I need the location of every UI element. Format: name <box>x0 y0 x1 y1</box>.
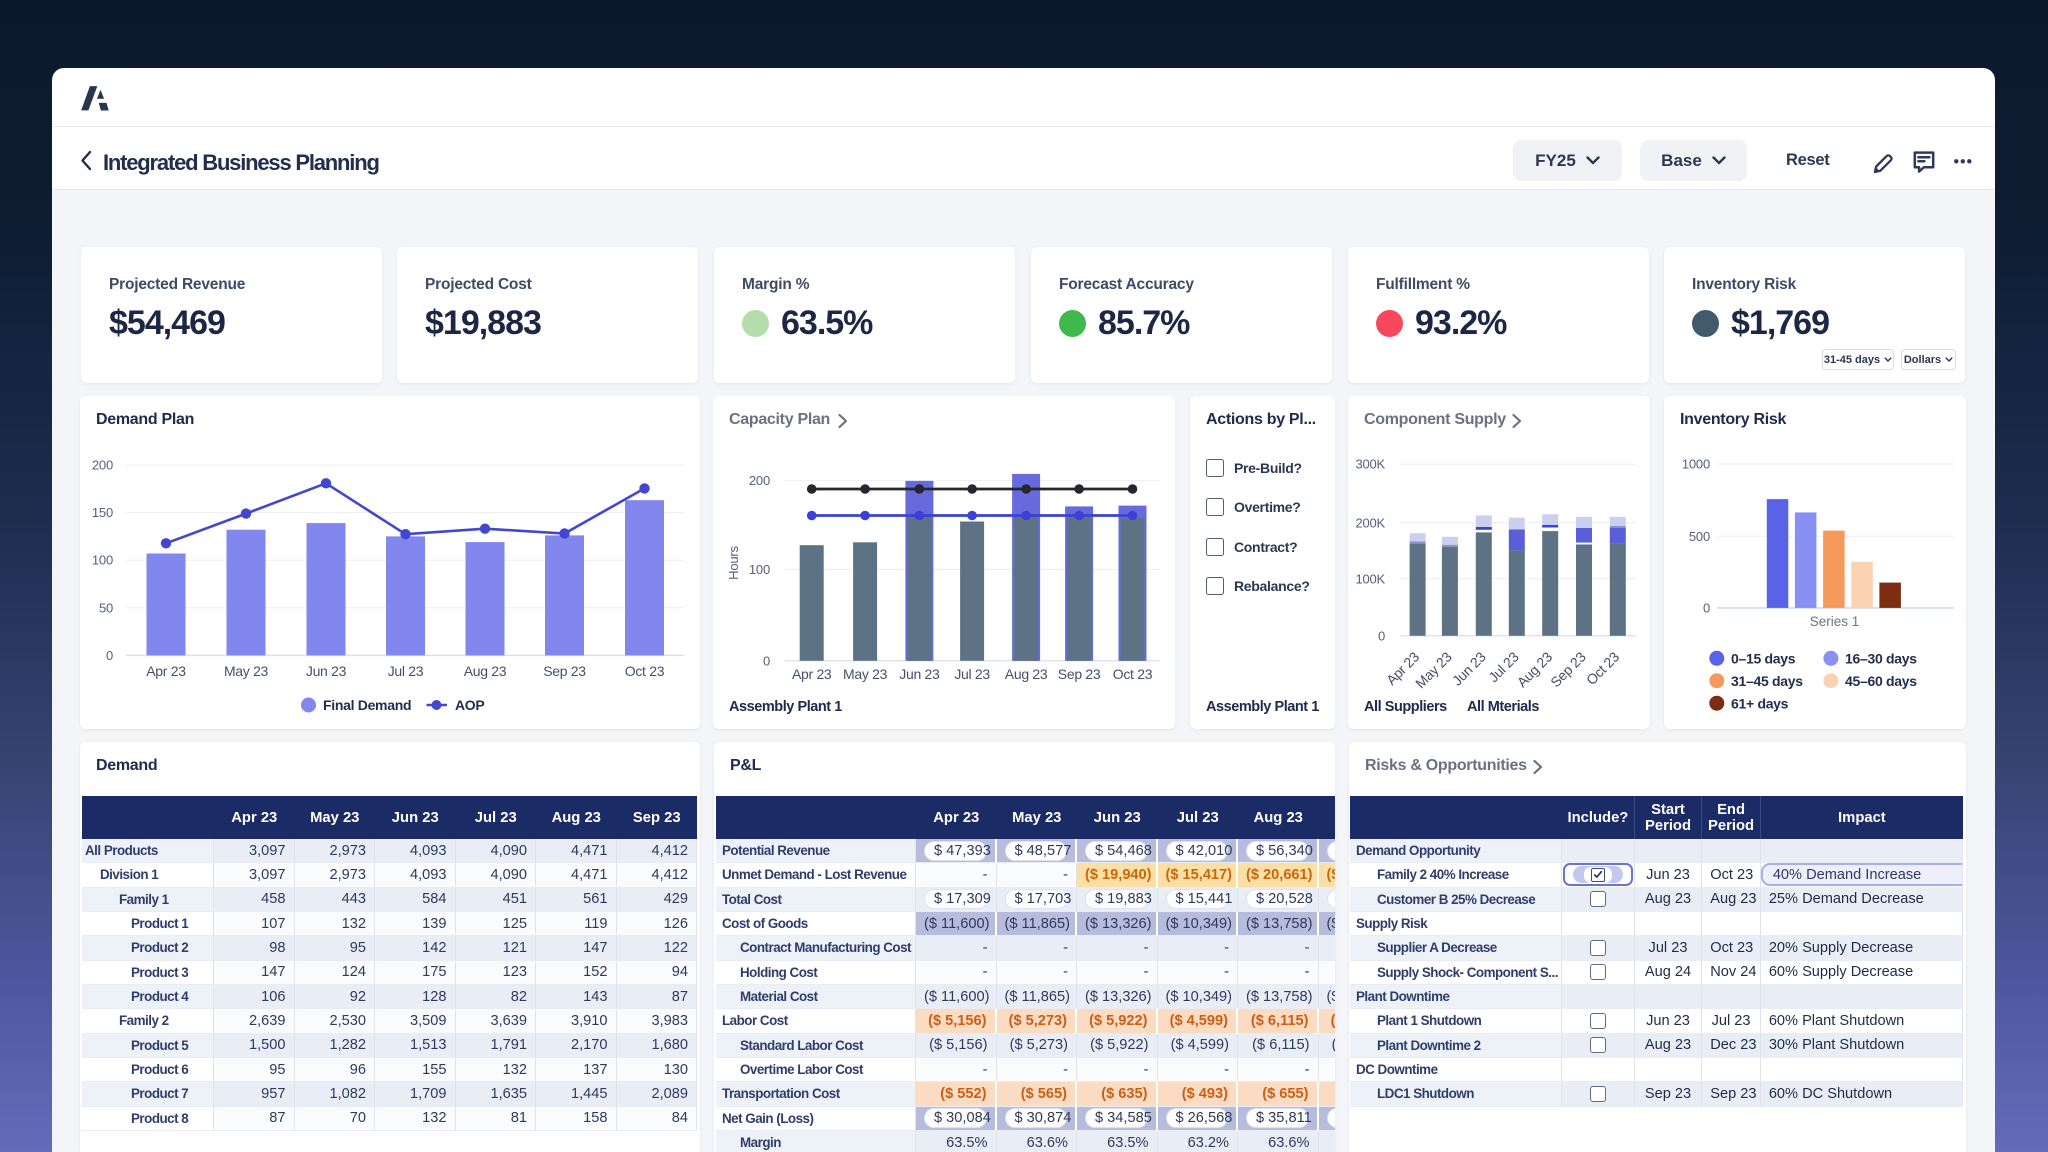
svg-text:Jul 23: Jul 23 <box>954 666 990 682</box>
svg-text:100: 100 <box>749 562 770 577</box>
svg-text:0–15 days: 0–15 days <box>1731 651 1796 667</box>
svg-text:150: 150 <box>92 505 113 520</box>
svg-text:200: 200 <box>749 473 770 488</box>
svg-text:61+ days: 61+ days <box>1731 695 1789 711</box>
svg-text:Sep 23: Sep 23 <box>1547 648 1589 690</box>
svg-text:Aug 23: Aug 23 <box>464 663 507 679</box>
svg-text:May 23: May 23 <box>224 663 269 679</box>
svg-text:Oct 23: Oct 23 <box>1583 648 1623 688</box>
svg-text:Sep 23: Sep 23 <box>1058 666 1101 682</box>
svg-text:Series 1: Series 1 <box>1810 614 1860 629</box>
svg-text:100: 100 <box>92 553 113 568</box>
svg-text:Apr 23: Apr 23 <box>792 666 832 682</box>
svg-text:May 23: May 23 <box>843 666 888 682</box>
svg-text:Oct 23: Oct 23 <box>625 663 665 679</box>
svg-text:Sep 23: Sep 23 <box>543 663 586 679</box>
svg-text:0: 0 <box>1378 628 1385 643</box>
svg-text:Jul 23: Jul 23 <box>388 663 424 679</box>
svg-text:Aug 23: Aug 23 <box>1514 648 1556 690</box>
svg-text:200: 200 <box>92 458 113 473</box>
svg-text:Jun 23: Jun 23 <box>899 666 940 682</box>
svg-text:Aug 23: Aug 23 <box>1005 666 1048 682</box>
svg-text:1000: 1000 <box>1682 457 1710 472</box>
svg-text:0: 0 <box>106 648 113 663</box>
svg-text:100K: 100K <box>1355 571 1385 586</box>
svg-text:300K: 300K <box>1355 457 1385 472</box>
svg-text:200K: 200K <box>1355 515 1385 530</box>
svg-text:50: 50 <box>99 600 113 615</box>
svg-text:AOP: AOP <box>455 697 484 713</box>
svg-text:31–45 days: 31–45 days <box>1731 673 1803 689</box>
svg-text:500: 500 <box>1689 529 1710 544</box>
svg-text:Jun 23: Jun 23 <box>306 663 347 679</box>
svg-text:45–60 days: 45–60 days <box>1845 673 1917 689</box>
svg-text:0: 0 <box>1703 600 1710 615</box>
svg-text:Apr 23: Apr 23 <box>146 663 186 679</box>
svg-text:0: 0 <box>763 653 770 668</box>
svg-text:May 23: May 23 <box>1412 648 1455 691</box>
svg-text:Oct 23: Oct 23 <box>1113 666 1153 682</box>
svg-text:Hours: Hours <box>726 545 741 579</box>
svg-text:Jun 23: Jun 23 <box>1449 648 1489 688</box>
svg-text:Final Demand: Final Demand <box>323 697 411 713</box>
svg-text:16–30 days: 16–30 days <box>1845 651 1917 667</box>
